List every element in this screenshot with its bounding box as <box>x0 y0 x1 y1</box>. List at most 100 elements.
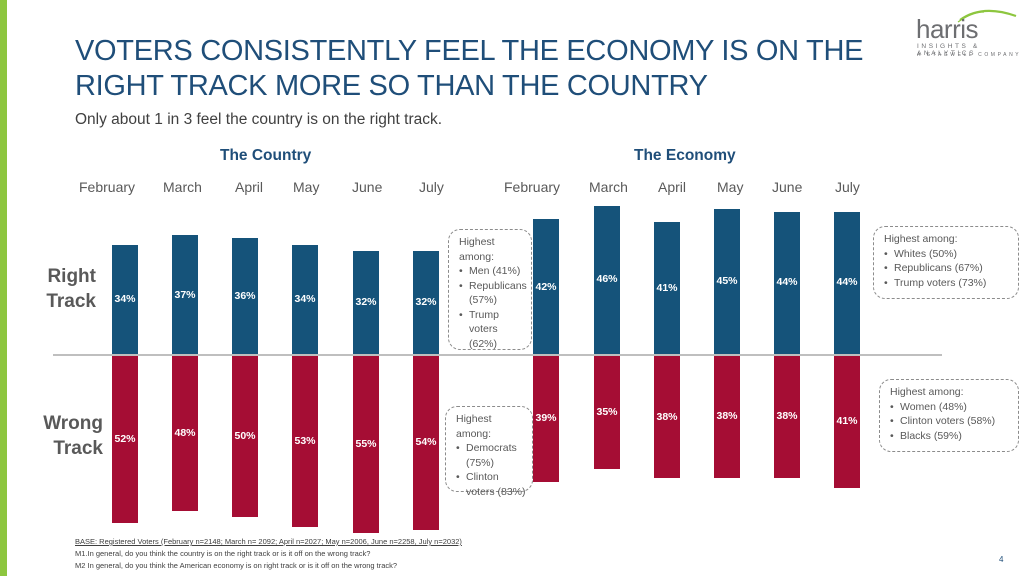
callout-item-line: voters (83%) <box>466 485 526 498</box>
wrong-track-label-line: Track <box>53 438 103 459</box>
callout-list: Whites (50%) Republicans (67%) Trump voter… <box>884 247 1012 291</box>
page-subtitle: Only about 1 in 3 feel the country is on… <box>75 111 443 128</box>
right-track-bar <box>533 219 559 354</box>
month-tick-label: March <box>589 179 628 195</box>
right-track-data-label: 32% <box>415 296 437 308</box>
month-tick-label: July <box>419 179 444 195</box>
wrong-track-bar <box>413 356 439 530</box>
right-track-data-label: 42% <box>535 281 557 293</box>
wrong-track-data-label: 48% <box>174 427 196 439</box>
page-title: VOTERS CONSISTENTLY FEEL THE ECONOMY IS … <box>75 35 864 102</box>
callout-item: Women (48%) <box>890 400 1012 415</box>
callout-heading: Highest <box>459 236 495 248</box>
callout-item-line: Democrats <box>466 442 517 454</box>
callout-item: Democrats (75%) <box>456 441 526 470</box>
month-tick-label: April <box>235 179 264 195</box>
right-track-label-line: Right <box>47 266 96 287</box>
right-track-data-label: 45% <box>716 275 738 287</box>
callout-item-line: Whites (50%) <box>894 247 958 260</box>
right-track-bar <box>353 251 379 354</box>
callout-item: Men (41%) <box>459 264 525 279</box>
footer-question-m1: M1.In general, do you think the country … <box>75 549 371 558</box>
wrong-track-bar <box>774 356 800 478</box>
wrong-track-data-label: 39% <box>535 412 557 424</box>
accent-stripe <box>0 0 7 576</box>
callout-item-line: Clinton voters (58%) <box>900 415 996 427</box>
callout-item-line: voters <box>469 323 498 335</box>
wrong-track-bar <box>594 356 620 469</box>
wrong-track-data-label: 54% <box>415 436 437 448</box>
footer-question-m2: M2 In general, do you think the American… <box>75 561 398 570</box>
callout-item-line: Republicans <box>469 279 527 292</box>
callout-heading: Highest among: <box>884 233 958 245</box>
right-track-bar <box>834 212 860 354</box>
callout-economy-right-track: Highest among: Whites (50%) Republicans (6… <box>873 226 1019 299</box>
wrong-track-bar <box>654 356 680 478</box>
right-track-bar <box>714 209 740 354</box>
month-tick-label: February <box>79 179 136 195</box>
right-track-data-label: 44% <box>836 276 858 288</box>
callout-item-line: Blacks (59%) <box>900 429 962 442</box>
chart-baseline <box>53 354 942 356</box>
month-tick-label: April <box>658 179 687 195</box>
callout-item: Clinton voters (58%) <box>890 414 1012 429</box>
callout-item: Blacks (59%) <box>890 429 1012 444</box>
right-track-data-label: 46% <box>596 273 618 285</box>
wrong-track-bar <box>232 356 258 517</box>
month-tick-label: February <box>504 179 561 195</box>
right-track-bar <box>774 212 800 354</box>
right-track-bar <box>654 222 680 354</box>
callout-item-line: (62%) <box>469 337 498 350</box>
callout-heading: Highest among: <box>890 386 964 398</box>
right-track-data-label: 34% <box>294 293 316 305</box>
month-tick-label: March <box>163 179 202 195</box>
callout-list: Men (41%) Republicans (57%) Trump voters (62%… <box>459 264 527 352</box>
callout-economy-wrong-track: Highest among: Women (48%) Clinton voters … <box>879 379 1019 452</box>
harris-logo-tagline: INSIGHTS & ANALYTICS <box>917 43 980 57</box>
month-tick-label: July <box>835 179 860 195</box>
callout-item-line: (75%) <box>466 456 495 469</box>
callout-item-line: Women (48%) <box>900 400 967 413</box>
right-track-bar <box>413 251 439 354</box>
country-chart-title: The Country <box>220 147 312 164</box>
right-track-data-label: 41% <box>656 282 678 294</box>
wrong-track-data-label: 53% <box>294 435 316 447</box>
callout-item: Trump voters (62%) <box>459 308 525 352</box>
month-tick-label: June <box>772 179 803 195</box>
right-track-data-label: 37% <box>174 289 196 301</box>
callout-heading: among: <box>459 250 495 263</box>
callout-heading: Highest among: <box>456 413 492 440</box>
callout-country-wrong-track: Highest among: Democrats (75%) Clinton voter… <box>445 406 533 498</box>
wrong-track-bar <box>714 356 740 478</box>
wrong-track-data-label: 38% <box>716 410 738 422</box>
right-track-data-label: 44% <box>776 276 798 288</box>
callout-list: Democrats (75%) Clinton voters (83%) <box>456 441 526 499</box>
wrong-track-bar <box>172 356 198 511</box>
month-tick-label: May <box>293 179 320 195</box>
page-number: 4 <box>999 555 1004 564</box>
wrong-track-data-label: 55% <box>355 438 377 450</box>
wrong-track-label-line: Wrong <box>43 413 103 434</box>
wrong-track-bar <box>292 356 318 527</box>
callout-item-line: Men (41%) <box>469 265 521 277</box>
callout-list: Women (48%) Clinton voters (58%) Blacks (5… <box>890 400 1012 444</box>
callout-item-line: Clinton <box>466 471 499 483</box>
right-track-bar <box>594 206 620 354</box>
wrong-track-data-label: 41% <box>836 415 858 427</box>
right-track-bar <box>112 245 138 354</box>
callout-item: Whites (50%) <box>884 247 1012 262</box>
callout-item: Clinton voters (83%) <box>456 470 526 499</box>
right-track-data-label: 34% <box>114 293 136 305</box>
wrong-track-data-label: 38% <box>776 410 798 422</box>
harris-logo-swoosh <box>957 9 1017 23</box>
right-track-bar <box>172 235 198 354</box>
harris-logo-company: A STAGWELL COMPANY <box>917 52 1022 58</box>
wrong-track-bar <box>353 356 379 533</box>
month-tick-label: May <box>717 179 744 195</box>
callout-item-line: Trump voters (73%) <box>894 276 987 289</box>
wrong-track-data-label: 52% <box>114 433 136 445</box>
month-tick-label: June <box>352 179 383 195</box>
wrong-track-data-label: 35% <box>596 406 618 418</box>
wrong-track-bar <box>533 356 559 482</box>
right-track-label-line: Track <box>46 291 96 312</box>
